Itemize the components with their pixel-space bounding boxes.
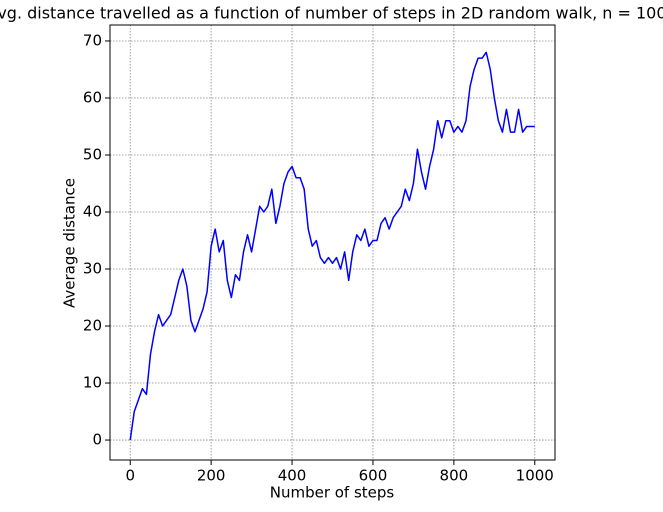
x-tick-label: 1000 bbox=[516, 467, 554, 485]
x-tick-label: 400 bbox=[278, 467, 307, 485]
y-tick-label: 60 bbox=[83, 88, 102, 106]
y-tick-label: 40 bbox=[83, 202, 102, 220]
y-tick-label: 50 bbox=[83, 145, 102, 163]
x-axis-label: Number of steps bbox=[270, 484, 395, 502]
chart-title: Avg. distance travelled as a function of… bbox=[0, 4, 663, 23]
y-tick-label: 20 bbox=[83, 317, 102, 335]
y-tick-label: 30 bbox=[83, 260, 102, 278]
y-tick-label: 0 bbox=[92, 431, 102, 449]
y-axis-label: Average distance bbox=[61, 178, 79, 308]
x-tick-label: 800 bbox=[440, 467, 469, 485]
x-tick-label: 600 bbox=[359, 467, 388, 485]
y-tick-label: 10 bbox=[83, 374, 102, 392]
x-tick-label: 200 bbox=[197, 467, 226, 485]
x-tick-label: 0 bbox=[125, 467, 135, 485]
y-tick-label: 70 bbox=[83, 31, 102, 49]
plot-frame bbox=[109, 24, 556, 461]
data-line bbox=[129, 51, 535, 441]
